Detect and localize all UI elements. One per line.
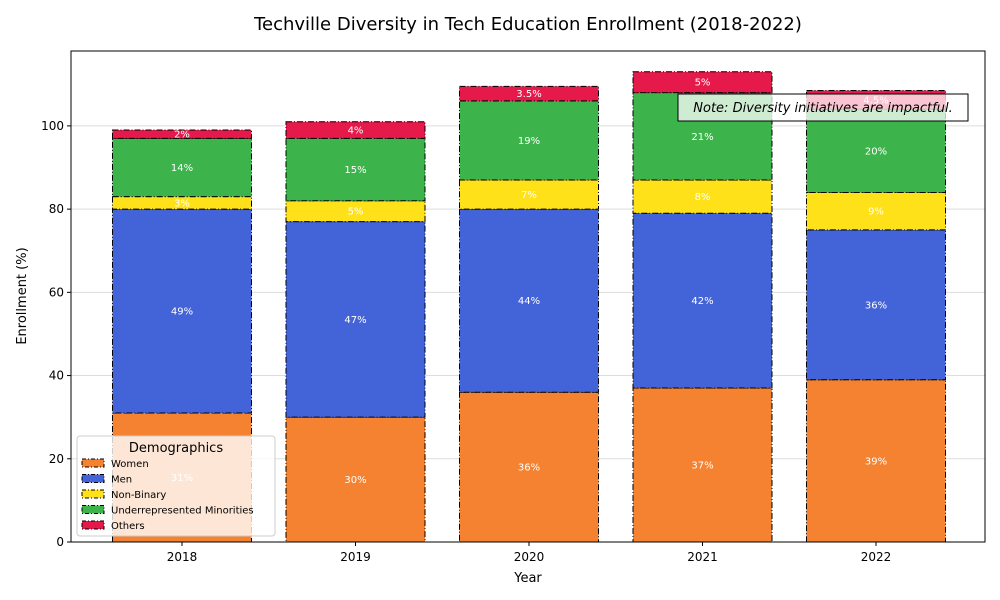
bar-label-underrepresented-minorities-2018: 14% bbox=[171, 163, 193, 174]
bar-others-2019 bbox=[285, 121, 426, 139]
x-tick-label: 2018 bbox=[167, 550, 198, 564]
x-tick-label: 2021 bbox=[687, 550, 718, 564]
bar-label-non-binary-2022: 9% bbox=[868, 207, 884, 218]
bar-label-non-binary-2018: 3% bbox=[174, 198, 190, 209]
annotation-box bbox=[677, 93, 969, 122]
bar-label-men-2022: 36% bbox=[865, 300, 887, 311]
legend-entry: Others bbox=[111, 521, 145, 532]
legend-frame bbox=[76, 435, 276, 537]
axes: 0 20 40 60 80 100 2018 2019 2020 2021 2022 bbox=[41, 119, 891, 564]
bar-others-2021 bbox=[632, 71, 773, 94]
annotation-note: Note: Diversity initiatives are impactfu… bbox=[677, 93, 969, 122]
chart-title: Techville Diversity in Tech Education En… bbox=[253, 14, 802, 35]
legend-swatch bbox=[81, 520, 105, 530]
legend-title: Demographics bbox=[129, 441, 223, 456]
bar-non-binary-2022 bbox=[806, 191, 946, 231]
bar-women-2022 bbox=[806, 379, 946, 543]
bar-men-2021 bbox=[632, 212, 773, 389]
plot-frame bbox=[70, 50, 986, 543]
bar-label-others-2018: 2% bbox=[174, 130, 190, 141]
bar-label-women-2020: 36% bbox=[518, 463, 540, 474]
bar-labels: 31%49%3%14%2%30%47%5%15%4%36%44%7%19%3.5… bbox=[171, 78, 889, 486]
bar-underrepresented-minorities-2022 bbox=[806, 108, 946, 193]
legend-swatch bbox=[81, 505, 105, 514]
legend-entry: Non-Binary bbox=[111, 490, 166, 501]
bar-underrepresented-minorities-2020 bbox=[459, 100, 599, 181]
x-axis-label: Year bbox=[513, 571, 542, 586]
bar-label-men-2021: 42% bbox=[691, 296, 713, 307]
bar-label-men-2020: 44% bbox=[518, 296, 540, 307]
y-tick-label: 20 bbox=[49, 452, 64, 466]
bar-label-others-2020: 3.5% bbox=[516, 89, 541, 100]
annotation-text: Note: Diversity initiatives are impactfu… bbox=[693, 101, 952, 116]
y-axis-label: Enrollment (%) bbox=[15, 247, 30, 344]
bar-others-2018 bbox=[112, 129, 252, 139]
bar-label-women-2022: 39% bbox=[865, 456, 887, 467]
bar-label-others-2019: 4% bbox=[348, 126, 364, 137]
bar-men-2019 bbox=[285, 221, 426, 418]
y-tick-label: 80 bbox=[49, 202, 64, 216]
x-tick-label: 2020 bbox=[514, 550, 545, 564]
legend-items: Women Men Non-Binary Underrepresented Minor… bbox=[81, 458, 254, 532]
bar-men-2022 bbox=[806, 229, 946, 381]
legend-entry: Women bbox=[111, 459, 149, 470]
bar-label-others-2021: 5% bbox=[695, 78, 711, 89]
bar-others-2020 bbox=[459, 85, 599, 102]
legend: Demographics Women Men Non-Binary Underrepr… bbox=[76, 435, 276, 537]
y-tick-label: 100 bbox=[41, 119, 64, 133]
legend-swatch bbox=[81, 474, 105, 483]
bar-label-men-2018: 49% bbox=[171, 307, 193, 318]
x-tick-label: 2019 bbox=[340, 550, 371, 564]
legend-swatch bbox=[81, 489, 105, 499]
bar-label-underrepresented-minorities-2020: 19% bbox=[518, 136, 540, 147]
bars bbox=[112, 71, 946, 543]
bar-non-binary-2021 bbox=[632, 179, 773, 214]
bar-label-non-binary-2021: 8% bbox=[695, 192, 711, 203]
bar-label-underrepresented-minorities-2019: 15% bbox=[344, 165, 366, 176]
y-tick-label: 0 bbox=[56, 535, 64, 549]
bar-men-2018 bbox=[112, 208, 252, 414]
bar-label-men-2019: 47% bbox=[344, 315, 366, 326]
bar-label-women-2019: 30% bbox=[344, 475, 366, 486]
legend-entry: Underrepresented Minorities bbox=[111, 506, 254, 517]
legend-entry: Men bbox=[111, 475, 132, 486]
bar-label-non-binary-2020: 7% bbox=[521, 190, 537, 201]
bar-women-2020 bbox=[459, 391, 599, 543]
bar-label-underrepresented-minorities-2021: 21% bbox=[691, 132, 713, 143]
y-tick-label: 40 bbox=[49, 369, 64, 383]
bar-women-2021 bbox=[632, 387, 773, 543]
bar-label-underrepresented-minorities-2022: 20% bbox=[865, 146, 887, 157]
x-tick-label: 2022 bbox=[861, 550, 892, 564]
bar-label-non-binary-2019: 5% bbox=[348, 207, 364, 218]
y-tick-label: 60 bbox=[49, 285, 64, 299]
bar-label-women-2021: 37% bbox=[691, 461, 713, 472]
legend-swatch bbox=[81, 458, 105, 468]
